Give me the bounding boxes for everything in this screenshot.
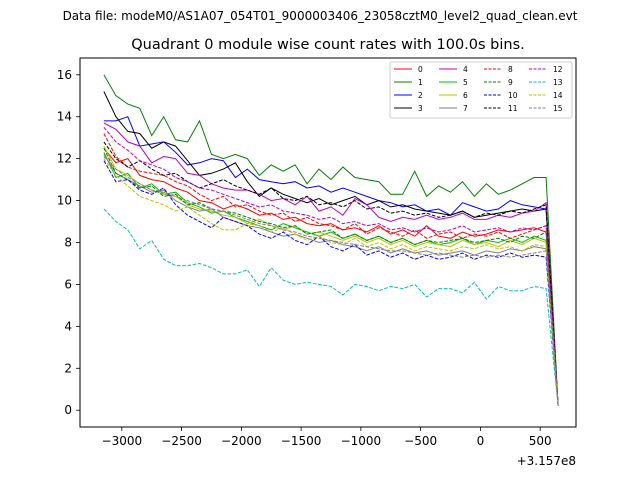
y-tick-label: 8 [64,236,72,250]
legend-label-5: 5 [463,78,468,87]
x-axis-ticks: −3000 −2500 −2000 −1500 −1000 −500 0 500 [102,427,552,448]
legend-label-10: 10 [508,91,518,100]
series-line-6 [103,145,559,407]
chart-title: Quadrant 0 module wise count rates with … [131,37,525,53]
x-tick-label: 500 [529,434,552,448]
y-tick-label: 0 [64,403,72,417]
series-line-1 [103,74,559,407]
series-line-15 [103,156,559,407]
y-tick-label: 10 [57,194,72,208]
series-line-12 [103,126,559,407]
series-line-4 [103,122,559,407]
x-tick-label: −2500 [161,434,202,448]
legend-label-3: 3 [418,104,423,113]
y-tick-label: 6 [64,277,72,291]
legend-label-8: 8 [508,65,513,74]
legend-frame [389,61,573,119]
series-line-3 [103,91,559,407]
y-tick-label: 2 [64,361,72,375]
series-line-0 [103,147,559,407]
legend-label-12: 12 [553,65,563,74]
x-tick-label: −2000 [221,434,262,448]
legend-label-11: 11 [508,104,518,113]
x-tick-label: −1500 [281,434,322,448]
legend-label-9: 9 [508,78,513,87]
series-line-11 [103,141,559,407]
series-line-2 [103,116,559,407]
legend-label-14: 14 [553,91,563,100]
legend-label-0: 0 [418,65,423,74]
legend-label-2: 2 [418,91,423,100]
x-offset-label: +3.157e8 [517,454,576,468]
plot-lines [103,74,559,407]
x-tick-label: 0 [477,434,485,448]
series-line-5 [103,152,559,407]
x-tick-label: −3000 [102,434,143,448]
series-line-14 [103,158,559,407]
legend-label-7: 7 [463,104,468,113]
y-tick-label: 4 [64,319,72,333]
y-tick-label: 12 [57,152,72,166]
series-line-13 [103,208,559,407]
legend-label-13: 13 [553,78,563,87]
legend-label-6: 6 [463,91,468,100]
x-tick-label: −1000 [341,434,382,448]
legend-label-15: 15 [553,104,563,113]
chart-suptitle: Data file: modeM0/AS1A07_054T01_90000034… [63,9,578,23]
y-tick-label: 14 [57,110,72,124]
y-axis-ticks: 0 2 4 6 8 10 12 14 16 [57,68,80,417]
x-tick-label: −500 [404,434,437,448]
series-line-8 [103,133,559,407]
legend-label-4: 4 [463,65,468,74]
y-tick-label: 16 [57,68,72,82]
legend-label-1: 1 [418,78,423,87]
